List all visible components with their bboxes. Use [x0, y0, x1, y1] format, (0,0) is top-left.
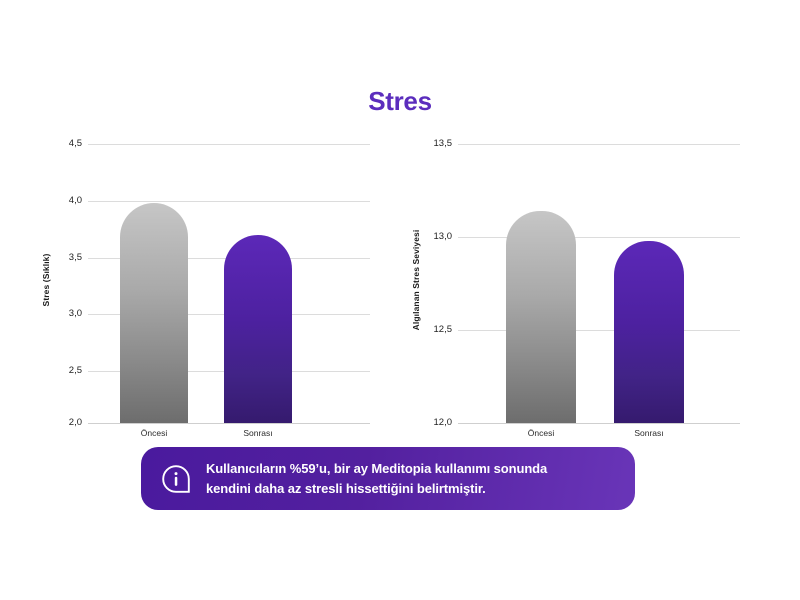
y-tick-label: 12,0 [433, 417, 453, 428]
gridline [458, 237, 740, 238]
bar-oncesi[interactable] [120, 203, 188, 423]
info-icon [161, 464, 191, 494]
bar-group-oncesi[interactable]: Öncesi [120, 139, 188, 438]
bar-oncesi[interactable] [506, 211, 576, 423]
info-callout: Kullanıcıların %59’u, bir ay Meditopia k… [141, 447, 635, 510]
axis-baseline [88, 423, 370, 424]
y-tick-label: 12,5 [433, 324, 453, 335]
bars-container: Öncesi Sonrası [458, 139, 740, 438]
bar-sonrasi[interactable] [224, 235, 292, 423]
y-tick-label: 2,5 [68, 365, 82, 377]
callout-line-1: Kullanıcıların %59’u, bir ay Meditopia k… [206, 461, 548, 476]
y-tick-label: 3,0 [68, 308, 82, 320]
category-label: Sonrası [634, 428, 664, 438]
category-label: Öncesi [527, 428, 555, 438]
y-tick-label: 4,5 [68, 138, 82, 149]
callout-line-2: kendini daha az stresli hissettiğini bel… [206, 480, 486, 496]
y-tick-label: 3,5 [68, 251, 82, 263]
axis-baseline [458, 423, 740, 424]
plot-area: 4,5 4,0 3,5 3,0 2,5 2,0 Öncesi [69, 138, 370, 438]
bar-group-oncesi[interactable]: Öncesi [506, 139, 576, 438]
y-tick-label: 13,5 [433, 138, 453, 149]
y-axis-title: Stres (Sıklık) [41, 253, 51, 307]
bar-group-sonrasi[interactable]: Sonrası [224, 139, 292, 438]
y-axis-title: Algılanan Stres Seviyesi [411, 229, 421, 331]
bar-sonrasi[interactable] [614, 241, 684, 423]
y-tick-label: 13,0 [433, 231, 453, 242]
page-title: Stres [368, 86, 432, 116]
callout-text: Kullanıcıların %59’u, bir ay Meditopia k… [206, 459, 547, 498]
plot-area: 13,5 13,0 12,5 12,0 Öncesi Sonrası [434, 138, 740, 438]
category-label: Öncesi [140, 428, 168, 438]
bar-group-sonrasi[interactable]: Sonrası [614, 139, 684, 438]
category-label: Sonrası [243, 428, 273, 438]
gridline [88, 200, 370, 202]
y-tick-label: 4,0 [68, 194, 82, 206]
bars-container: Öncesi Sonrası [88, 139, 370, 438]
y-tick-label: 2,0 [68, 417, 82, 428]
gridline [458, 330, 740, 331]
stress-frequency-chart: Stres (Sıklık) 4,5 4,0 3,5 3,0 2,5 2,0 [40, 130, 370, 438]
perceived-stress-chart: Algılanan Stres Seviyesi 13,5 13,0 12,5 … [410, 130, 740, 438]
gridline [88, 144, 370, 145]
gridline [458, 144, 740, 145]
